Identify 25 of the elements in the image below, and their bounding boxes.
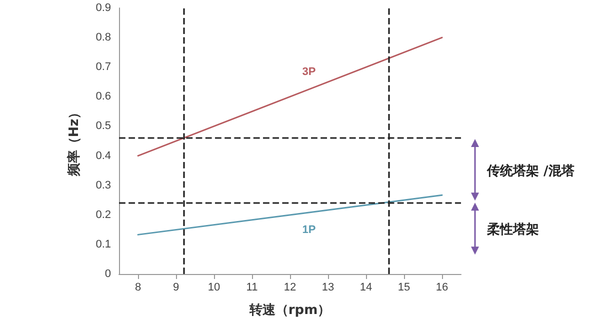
y-tick-label: 0	[104, 268, 111, 280]
x-tick-label: 16	[436, 282, 448, 294]
y-tick-label: 0.6	[96, 90, 111, 103]
x-tick-label: 13	[322, 282, 334, 294]
x-tick-label: 8	[134, 282, 142, 294]
x-tick-label: 9	[172, 282, 180, 294]
y-tick-label: 0.8	[96, 32, 111, 44]
text: 传统塔架 /混塔	[486, 162, 576, 179]
y-tick-label: 0.9	[96, 2, 111, 14]
x-tick-label: 10	[208, 282, 220, 294]
x-tick-label: 12	[284, 282, 296, 294]
y-tick-label: 0.4	[96, 150, 111, 162]
x-tick-label: 14	[360, 282, 372, 294]
y-axis-title: 频率（Hz）	[66, 106, 82, 178]
y-tick-label: 0.3	[96, 179, 111, 192]
y-tick-label: 0.7	[96, 61, 111, 74]
y-tick-label: 0.5	[96, 120, 111, 132]
x-tick-label: 11	[246, 282, 258, 294]
y-tick-label: 0.2	[96, 208, 111, 221]
y-tick-label: 0.1	[96, 238, 111, 250]
text: 柔性塔架	[486, 222, 539, 238]
series-label: 1P	[302, 224, 316, 236]
x-axis-title: 转速（rpm）	[248, 303, 331, 318]
x-tick-label: 15	[398, 282, 410, 294]
series-label: 3P	[302, 66, 316, 78]
